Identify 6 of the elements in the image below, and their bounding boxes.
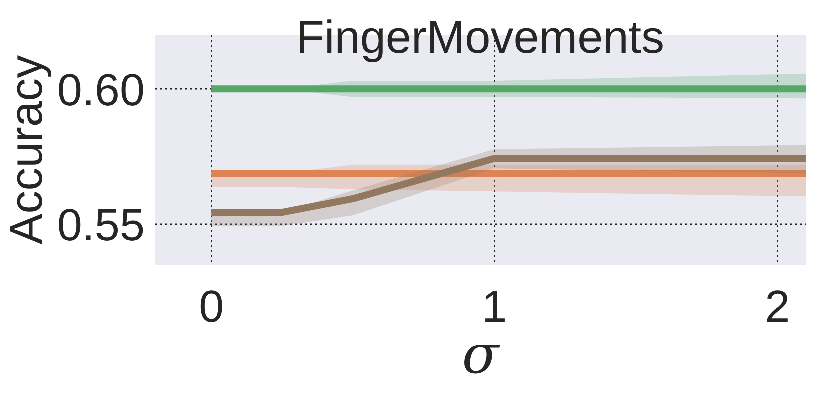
chart-title: FingerMovements [296, 11, 665, 63]
y-tick-label: 0.60 [57, 64, 145, 116]
y-axis-title: Accuracy [0, 55, 52, 245]
x-tick-label: 0 [199, 281, 224, 332]
x-tick-label: 2 [765, 281, 790, 332]
y-tick-label: 0.55 [57, 200, 145, 251]
